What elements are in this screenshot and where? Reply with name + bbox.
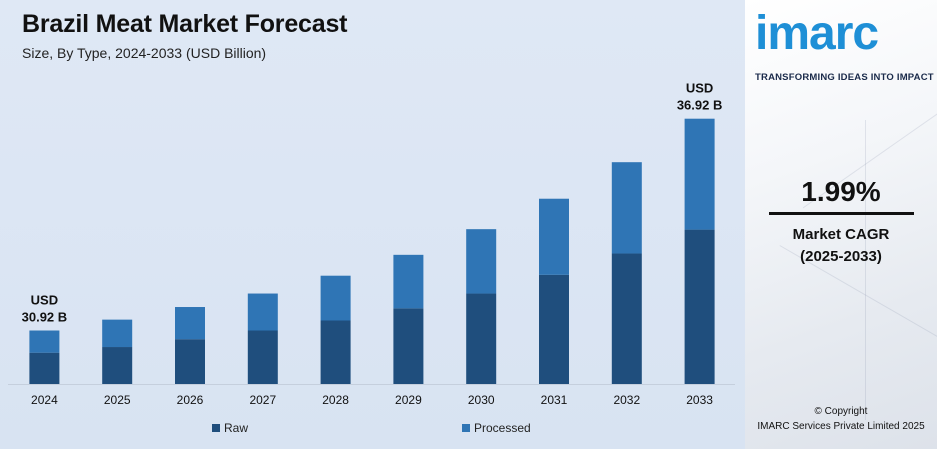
data-label-2033-line2: 36.92 B — [677, 98, 723, 113]
x-tick-label-2029: 2029 — [395, 393, 422, 407]
bar-processed-2029 — [393, 254, 424, 309]
bar-processed-2033 — [684, 118, 715, 230]
x-tick-label-2027: 2027 — [249, 393, 276, 407]
bar-processed-2026 — [175, 307, 205, 340]
bar-processed-2031 — [539, 198, 569, 275]
x-tick-label-2028: 2028 — [322, 393, 349, 407]
x-tick-label-2024: 2024 — [31, 393, 58, 407]
cagr-value: 1.99% — [801, 176, 881, 207]
bar-processed-2028 — [320, 275, 351, 321]
bar-raw-2025 — [102, 347, 133, 384]
bar-raw-2028 — [320, 320, 351, 384]
bar-raw-2033 — [684, 229, 715, 384]
chart-title: Brazil Meat Market Forecast — [22, 10, 348, 38]
bar-processed-2024 — [29, 330, 60, 353]
x-tick-label-2025: 2025 — [104, 393, 131, 407]
data-label-2033-line1: USD — [686, 81, 713, 96]
legend-swatch-processed — [462, 424, 470, 432]
cagr-divider — [769, 212, 914, 215]
legend-label-raw: Raw — [224, 421, 248, 435]
bar-processed-2030 — [466, 229, 497, 294]
cagr-period: (2025-2033) — [800, 248, 882, 265]
bar-raw-2030 — [466, 293, 497, 384]
company-name: IMARC Services Private Limited 2025 — [757, 421, 925, 432]
bar-raw-2026 — [175, 339, 205, 384]
decorative-line — [865, 120, 866, 420]
bar-chart: 2024 USD 30.92 B 2025 2026 2027 2028 2029 2030 20… — [8, 81, 735, 435]
sidepanel: imarc TRANSFORMING IDEAS INTO IMPACT 1.9… — [745, 0, 937, 449]
x-tick-label-2032: 2032 — [613, 393, 640, 407]
cagr-label: Market CAGR — [792, 226, 890, 243]
chart-subtitle: Size, By Type, 2024-2033 (USD Billion) — [22, 45, 267, 61]
logo-tagline: TRANSFORMING IDEAS INTO IMPACT — [755, 72, 934, 83]
x-tick-label-2033: 2033 — [686, 393, 713, 407]
x-tick-label-2030: 2030 — [468, 393, 495, 407]
bar-raw-2027 — [247, 330, 278, 384]
x-tick-label-2026: 2026 — [177, 393, 204, 407]
legend-swatch-raw — [212, 424, 220, 432]
bar-processed-2027 — [247, 293, 278, 331]
legend-label-processed: Processed — [474, 421, 531, 435]
logo-wordmark: imarc — [755, 7, 879, 60]
bar-raw-2031 — [539, 274, 569, 384]
chart-area: Brazil Meat Market Forecast Size, By Typ… — [0, 0, 745, 449]
bar-processed-2025 — [102, 319, 133, 348]
x-tick-label-2031: 2031 — [541, 393, 568, 407]
bar-raw-2029 — [393, 308, 424, 384]
bar-raw-2032 — [611, 253, 642, 384]
bar-raw-2024 — [29, 352, 60, 384]
data-label-2024-line2: 30.92 B — [22, 310, 68, 325]
bar-processed-2032 — [611, 162, 642, 254]
data-label-2024-line1: USD — [31, 293, 58, 308]
imarc-logo: imarc TRANSFORMING IDEAS INTO IMPACT — [755, 6, 935, 86]
copyright-text: © Copyright — [814, 406, 868, 417]
